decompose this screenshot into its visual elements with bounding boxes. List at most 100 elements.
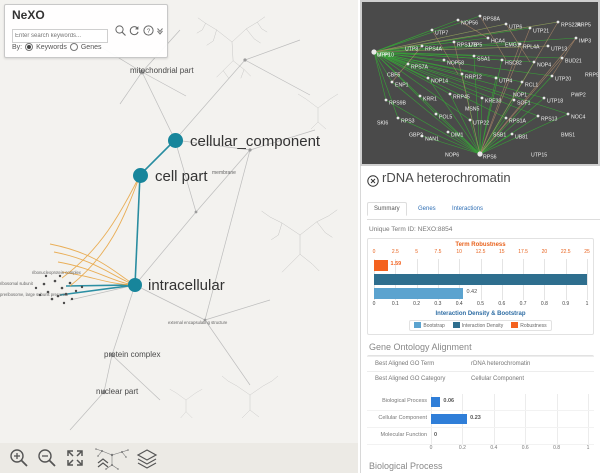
top-axis-tick: 7.5	[434, 249, 442, 255]
svg-text:RRP5: RRP5	[577, 23, 591, 29]
svg-text:EMG1: EMG1	[505, 43, 520, 49]
search-icon[interactable]	[114, 24, 127, 37]
svg-text:RPS22A: RPS22A	[561, 23, 581, 29]
gridline	[588, 411, 589, 427]
info-tabs[interactable]: Summary Genes Interactions	[367, 202, 600, 220]
svg-text:RCL1: RCL1	[525, 83, 538, 89]
legend-swatch-bootstrap	[414, 322, 422, 328]
tab-summary[interactable]: Summary	[367, 202, 407, 216]
refresh-icon[interactable]	[128, 24, 141, 37]
filter-row[interactable]: By: Keywords Genes	[12, 43, 101, 51]
search-row[interactable]: ?	[12, 24, 164, 43]
node-intracellular[interactable]	[128, 278, 142, 292]
node-label-cellular-component: cellular_component	[190, 133, 321, 150]
filter-option-genes[interactable]: Genes	[80, 43, 102, 51]
svg-text:UTP9: UTP9	[377, 53, 390, 59]
fit-screen-icon[interactable]	[64, 447, 86, 469]
legend-swatch-interaction-density	[452, 322, 460, 328]
term-id-label: Unique Term ID: NEXO:8854	[369, 226, 453, 233]
node-cellular-component[interactable]	[168, 133, 183, 148]
zoom-out-icon[interactable]	[36, 447, 58, 469]
bottom-axis-tick: 0.3	[434, 301, 442, 307]
svg-text:UTP6: UTP6	[509, 25, 522, 31]
svg-text:RRP9: RRP9	[585, 73, 598, 79]
gridline	[462, 428, 464, 444]
top-axis-tick: 25	[584, 249, 590, 255]
svg-text:UTP5: UTP5	[469, 43, 482, 49]
gridline	[525, 428, 527, 444]
top-axis-tick: 0	[372, 249, 376, 255]
svg-text:IMP3: IMP3	[579, 39, 591, 45]
svg-text:UTP7: UTP7	[435, 31, 448, 37]
svg-text:NAN1: NAN1	[425, 137, 439, 143]
svg-text:RPS17B: RPS17B	[457, 43, 477, 49]
node-label-membrane: membrane	[212, 170, 236, 176]
node-label-ribonucleoprotein-complex: ribonucleoprotein complex	[32, 270, 81, 275]
legend-label-robustness: Robustness	[520, 323, 547, 329]
zoom-in-icon[interactable]	[8, 447, 30, 469]
chevron-down-icon[interactable]	[156, 24, 164, 37]
search-panel[interactable]: NeXO ? By: Keywords	[4, 4, 168, 58]
go-axis-tick: 0.8	[553, 445, 561, 451]
go-axis-tick: 0	[429, 445, 433, 451]
go-alignment-table: Best Aligned GO Term rDNA heterochromati…	[367, 355, 594, 386]
tab-interactions[interactable]: Interactions	[452, 206, 484, 212]
svg-text:UTP8: UTP8	[405, 47, 418, 53]
search-input[interactable]	[12, 29, 108, 43]
close-circle-icon[interactable]	[367, 174, 379, 187]
layers-icon[interactable]	[136, 447, 158, 469]
go-score-rows: Biological Process 0.06 Cellular Component…	[367, 394, 594, 445]
radio-keywords[interactable]	[25, 43, 34, 51]
node-label-cell-part: cell part	[155, 168, 208, 185]
hierarchy-tree-graphic	[34, 16, 339, 431]
svg-text:NOP4: NOP4	[537, 63, 551, 69]
go-score-label: Molecular Function	[380, 432, 427, 438]
network-toolbar[interactable]	[0, 443, 358, 473]
svg-text:UTP4: UTP4	[499, 79, 512, 85]
go-axis-tick: 0.2	[458, 445, 466, 451]
legend-item-bootstrap: Bootstrap	[414, 322, 445, 329]
svg-text:RPS7A: RPS7A	[411, 65, 429, 71]
go-score-label: Cellular Component	[378, 415, 427, 421]
gene-labels: UTP9 UTP7 NOP56 RPS8A UTP6 UTP21 RPS22A RPS4A RP…	[377, 17, 598, 161]
go-score-bar-area: 0	[431, 428, 589, 444]
radio-genes[interactable]	[69, 43, 78, 51]
top-axis-tick: 22.5	[560, 249, 571, 255]
bottom-axis-tick: 1	[585, 301, 589, 307]
svg-text:NOP58: NOP58	[447, 61, 464, 67]
svg-text:ENP1: ENP1	[395, 83, 409, 89]
go-score-label: Biological Process	[382, 398, 427, 404]
svg-text:UTP15: UTP15	[531, 153, 547, 159]
bottom-axis-tick: 0.5	[477, 301, 484, 307]
svg-text:NOC4: NOC4	[571, 115, 586, 121]
svg-text:NOP14: NOP14	[431, 79, 448, 85]
tab-genes[interactable]: Genes	[418, 206, 436, 212]
network-overview-icon[interactable]	[92, 447, 132, 470]
top-axis-tick: 17.5	[518, 249, 528, 255]
node-cell-part[interactable]	[133, 168, 148, 183]
filter-option-keywords[interactable]: Keywords	[36, 43, 67, 51]
bottom-axis-tick: 0.1	[391, 301, 399, 307]
go-axis-tick: 0.6	[521, 445, 529, 451]
go-category-key: Best Aligned GO Category	[375, 376, 446, 382]
svg-text:POL5: POL5	[439, 115, 452, 121]
svg-text:RRP12: RRP12	[465, 75, 482, 81]
top-axis-tick: 12.5	[475, 249, 486, 255]
svg-text:MSN5: MSN5	[465, 107, 480, 113]
gene-interaction-network[interactable]: UTP9 UTP7 NOP56 RPS8A UTP6 UTP21 RPS22A RPS4A RP…	[360, 0, 600, 166]
gridline	[493, 394, 495, 410]
go-category-value: Cellular Component	[471, 376, 525, 382]
bar-interaction-density	[374, 274, 587, 285]
go-axis-tick: 0.4	[490, 445, 498, 451]
section-title-biological-process: Biological Process	[369, 461, 443, 471]
go-score-row: Cellular Component 0.23	[367, 411, 594, 428]
top-axis-tick: 15	[499, 249, 505, 255]
hierarchy-network-canvas[interactable]: NeXO ? By: Keywords	[0, 0, 358, 473]
svg-text:NOP56: NOP56	[461, 21, 478, 27]
legend-label-interaction-density: Interaction Density	[461, 323, 504, 329]
bottom-axis-tick: 0.4	[455, 301, 463, 307]
go-score-bar-area: 0.06	[431, 394, 589, 410]
help-icon[interactable]: ?	[142, 24, 155, 37]
bar-bootstrap	[374, 288, 464, 299]
gridline	[556, 411, 558, 427]
